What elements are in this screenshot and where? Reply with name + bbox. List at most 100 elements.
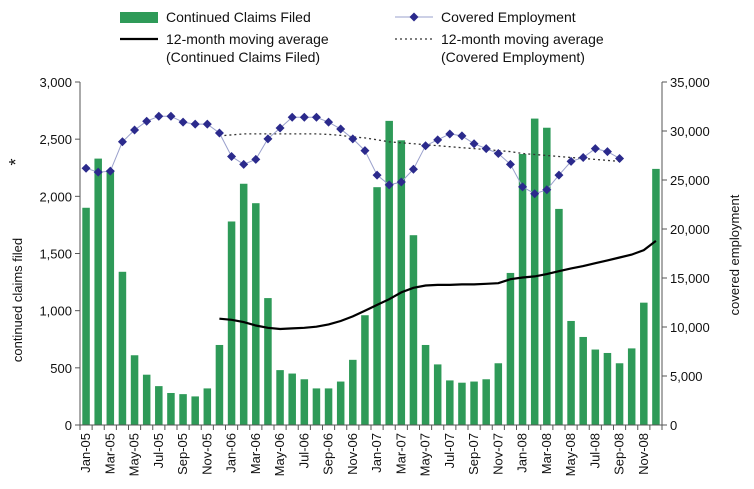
bar bbox=[506, 272, 515, 425]
covered-employment-point bbox=[81, 163, 91, 173]
x-tick-label: Jan-08 bbox=[515, 433, 530, 473]
y-right-tick-label: 0 bbox=[670, 418, 677, 433]
y-axis-left-label: continued claims filed bbox=[10, 238, 25, 362]
bar bbox=[615, 363, 624, 425]
legend-label: 12-month moving average bbox=[166, 31, 329, 47]
covered-employment-point bbox=[396, 177, 406, 187]
x-tick-label: May-05 bbox=[127, 433, 142, 476]
covered-employment-point bbox=[518, 182, 528, 192]
covered-employment-point bbox=[469, 139, 479, 149]
legend-item: 12-month moving average (Covered Employme… bbox=[395, 31, 604, 65]
bar bbox=[288, 373, 296, 425]
x-tick-label: Sep-06 bbox=[321, 433, 336, 475]
x-tick-label: Jul-06 bbox=[296, 433, 311, 468]
covered-employment-point bbox=[360, 146, 370, 156]
covered-employment-point bbox=[202, 119, 212, 129]
y-right-tick-label: 10,000 bbox=[670, 320, 710, 335]
covered-employment-point bbox=[421, 141, 431, 151]
bar bbox=[652, 168, 660, 426]
bar bbox=[142, 374, 151, 425]
bar bbox=[264, 298, 272, 425]
covered-employment-point bbox=[190, 119, 200, 129]
covered-employment-point bbox=[433, 135, 443, 145]
bar bbox=[106, 170, 115, 425]
covered-employment-point bbox=[578, 152, 588, 162]
legend-label: Continued Claims Filed bbox=[166, 9, 311, 25]
y-left-tick-label: 500 bbox=[50, 361, 72, 376]
covered-employment-point bbox=[275, 123, 285, 133]
covered-employment-point bbox=[287, 112, 297, 122]
bar bbox=[179, 394, 187, 425]
covered-employment-point bbox=[384, 180, 394, 190]
bar bbox=[324, 388, 333, 425]
covered-employment-point bbox=[566, 156, 576, 166]
x-tick-label: May-08 bbox=[563, 433, 578, 476]
bar bbox=[191, 396, 199, 425]
covered-employment-point bbox=[530, 189, 540, 199]
covered-employment-point bbox=[227, 151, 237, 161]
bar bbox=[567, 320, 575, 425]
legend-item: Covered Employment bbox=[395, 9, 576, 25]
bar bbox=[421, 344, 430, 425]
bar bbox=[227, 221, 236, 425]
axes: 0 500 1,000 1,500 2,000 2,500 3,000 0 5,000 10,00… bbox=[39, 75, 709, 476]
covered-employment-point bbox=[481, 144, 491, 154]
covered-employment-point bbox=[93, 167, 103, 177]
x-tick-label: Sep-05 bbox=[175, 433, 190, 475]
x-tick-label: Sep-08 bbox=[612, 433, 627, 475]
bar bbox=[94, 158, 102, 425]
bar bbox=[385, 120, 393, 425]
covered-employment-point bbox=[117, 137, 127, 147]
bar bbox=[591, 349, 600, 425]
covered-employment-point bbox=[263, 134, 273, 144]
covered-employment-point bbox=[142, 116, 152, 126]
y-left-tick-label: 2,500 bbox=[39, 132, 72, 147]
x-tick-label: Nov-08 bbox=[636, 433, 651, 475]
covered-employment-point bbox=[324, 117, 334, 127]
bar bbox=[579, 336, 587, 425]
legend-swatch-bar bbox=[120, 12, 158, 23]
covered-employment-point bbox=[554, 170, 564, 180]
bar bbox=[155, 386, 163, 425]
bar bbox=[397, 140, 406, 425]
covered-employment-point bbox=[239, 159, 249, 169]
y-right-tick-label: 20,000 bbox=[670, 222, 710, 237]
bar bbox=[494, 363, 503, 425]
x-tick-label: Mar-06 bbox=[248, 433, 263, 474]
x-tick-label: Jan-05 bbox=[78, 433, 93, 473]
bar bbox=[167, 392, 175, 425]
x-tick-label: Mar-07 bbox=[393, 433, 408, 474]
bar bbox=[118, 271, 127, 425]
bar bbox=[276, 370, 284, 425]
legend-sublabel: (Covered Employment) bbox=[441, 49, 585, 65]
y-left-tick-label: 1,500 bbox=[39, 247, 72, 262]
y-axis-left-marker: * bbox=[6, 158, 26, 165]
legend-item: Continued Claims Filed bbox=[120, 9, 311, 25]
covered-employment-point bbox=[154, 111, 164, 121]
covered-employment-point bbox=[178, 117, 188, 127]
covered-employment-point bbox=[251, 154, 261, 164]
x-tick-label: Nov-07 bbox=[490, 433, 505, 475]
covered-employment-point bbox=[166, 111, 176, 121]
x-tick-label: Mar-08 bbox=[539, 433, 554, 474]
covered-employment-point bbox=[542, 185, 552, 195]
bar bbox=[312, 388, 321, 425]
x-tick-label: Jul-07 bbox=[442, 433, 457, 468]
x-tick-label: Jul-05 bbox=[151, 433, 166, 468]
covered-employment-point bbox=[372, 170, 382, 180]
x-tick-label: Nov-06 bbox=[345, 433, 360, 475]
legend-sublabel: (Continued Claims Filed) bbox=[166, 49, 320, 65]
covered-employment-point bbox=[105, 166, 115, 176]
moving-average-employment-line bbox=[219, 133, 620, 163]
bar bbox=[215, 344, 224, 425]
x-tick-label: Mar-05 bbox=[102, 433, 117, 474]
covered-employment-point bbox=[445, 129, 455, 139]
y-left-tick-label: 2,000 bbox=[39, 189, 72, 204]
y-left-tick-label: 3,000 bbox=[39, 75, 72, 90]
x-tick-label: May-06 bbox=[272, 433, 287, 476]
covered-employment-point bbox=[457, 131, 467, 141]
bar bbox=[518, 154, 527, 425]
covered-employment-point bbox=[299, 112, 309, 122]
x-tick-label: Nov-05 bbox=[199, 433, 214, 475]
